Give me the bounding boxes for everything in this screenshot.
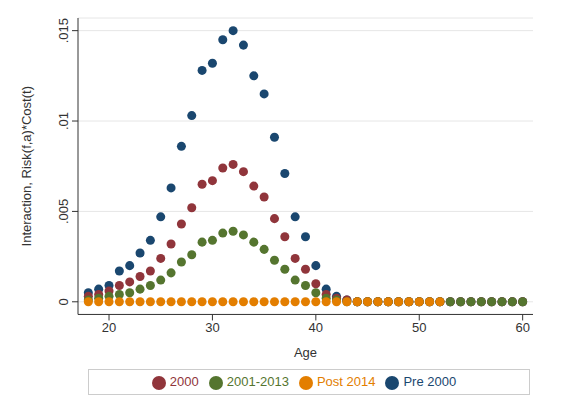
html-text:Pre 2000: Pre 2000 xyxy=(403,374,457,390)
svg-text:.015: .015 xyxy=(56,18,71,43)
svg-text:60: 60 xyxy=(515,320,529,335)
svg-text:30: 30 xyxy=(205,320,219,335)
svg-text:Interaction, Risk(f,a)*Cost(t): Interaction, Risk(f,a)*Cost(t) xyxy=(19,86,34,246)
svg-text:0: 0 xyxy=(56,298,71,305)
svg-text:.01: .01 xyxy=(56,112,71,130)
svg-text:Age: Age xyxy=(294,345,317,360)
html-text:Post 2014: Post 2014 xyxy=(316,374,376,390)
html-text:2001-2013: 2001-2013 xyxy=(226,374,289,390)
html-text:2000: 2000 xyxy=(169,374,199,390)
svg-text:.005: .005 xyxy=(56,199,71,224)
svg-text:20: 20 xyxy=(102,320,116,335)
svg-text:50: 50 xyxy=(412,320,426,335)
svg-text:40: 40 xyxy=(309,320,323,335)
